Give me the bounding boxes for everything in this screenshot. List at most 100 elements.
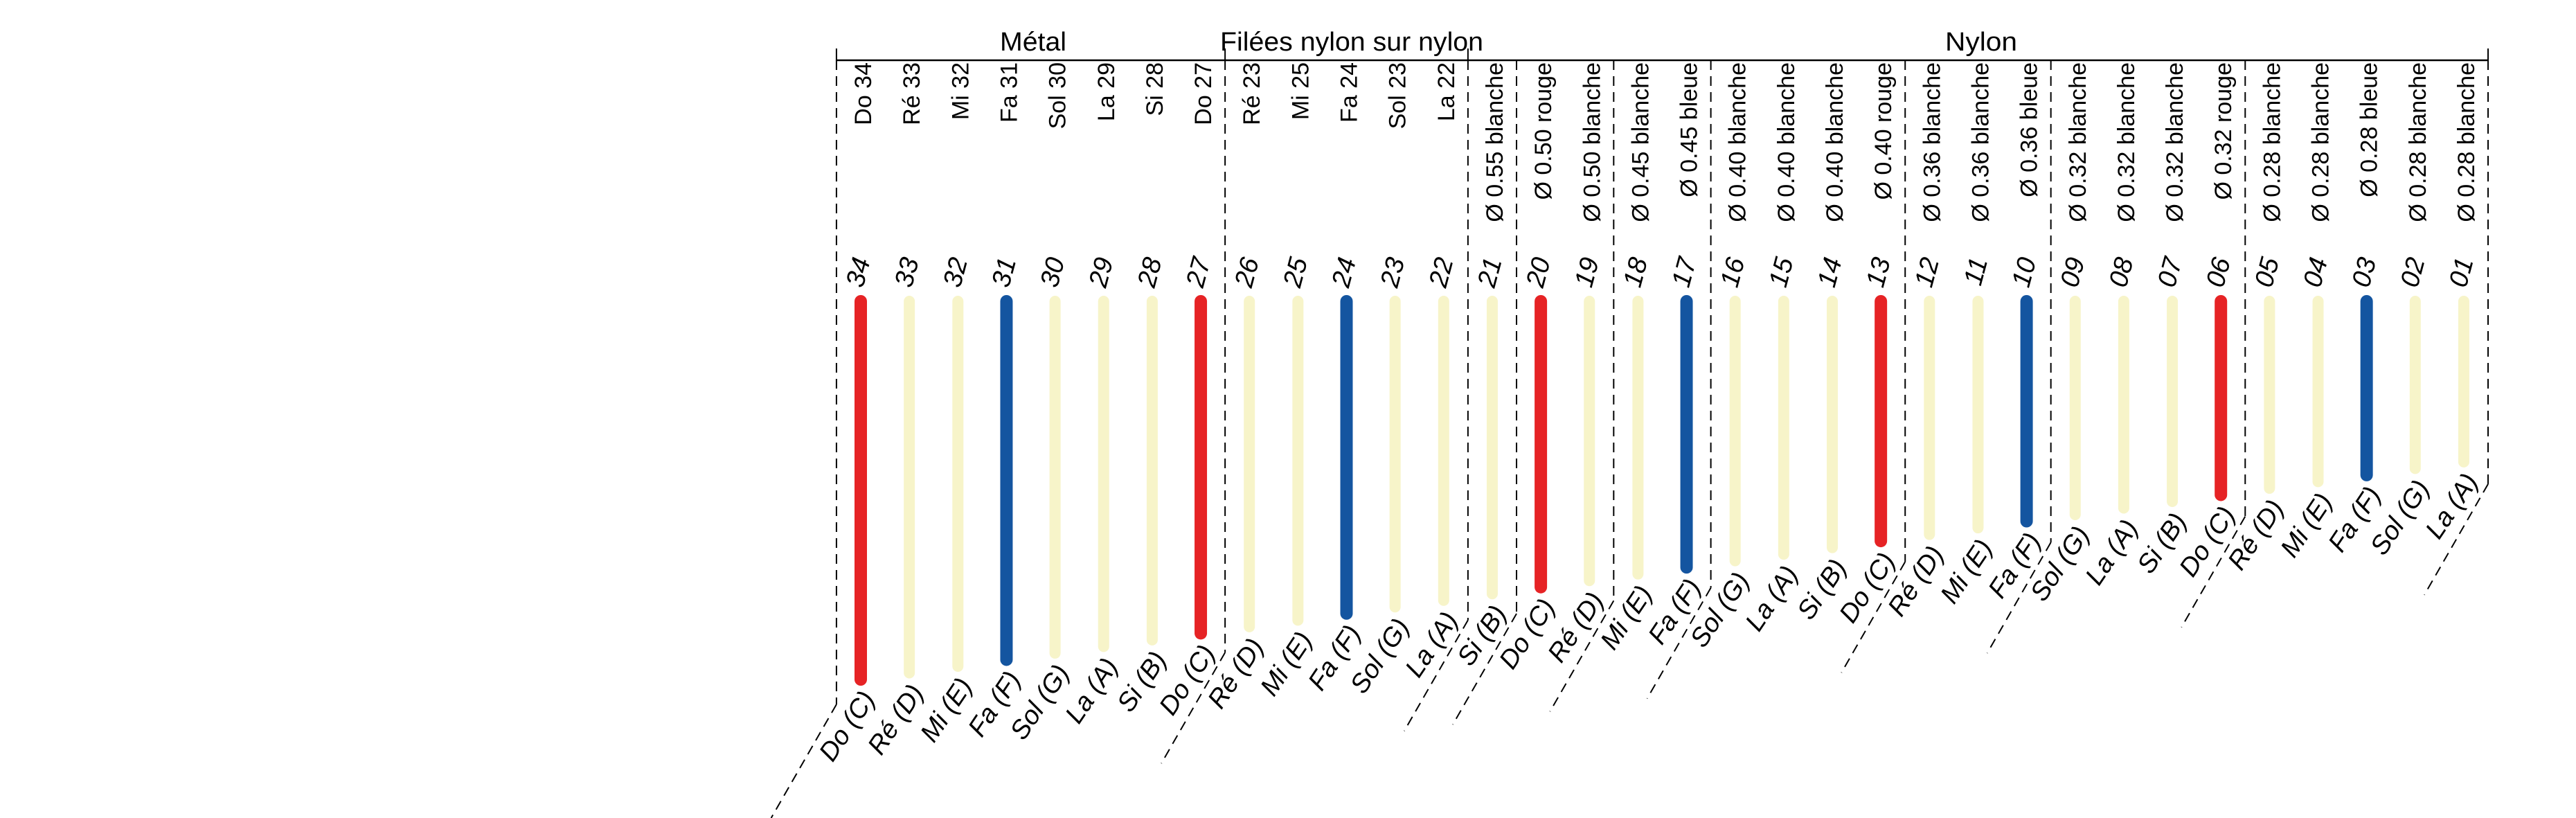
- note-label: Do (C): [1834, 548, 1901, 628]
- string-number-label: 30: [1035, 254, 1071, 290]
- string-spec-label: Ø 0.40 blanche: [1773, 62, 1800, 222]
- string-spec-label: Ø 0.28 blanche: [2259, 62, 2285, 222]
- note-label: Sol (G): [1685, 567, 1755, 652]
- string-number-label: 34: [841, 254, 877, 290]
- note-label: Do (C): [2174, 501, 2241, 582]
- string-number-label: 21: [1472, 254, 1508, 291]
- string-number-label: 12: [1909, 254, 1945, 290]
- group-divider-diagonal: [1841, 561, 1906, 673]
- string-number-label: 03: [2347, 254, 2383, 290]
- string-spec-label: Ø 0.36 blanche: [1919, 62, 1945, 222]
- note-label: Mi (E): [915, 673, 978, 747]
- note-label: Do (C): [1154, 640, 1221, 720]
- string-spec-label: Ø 0.36 blanche: [1967, 62, 1994, 222]
- group-divider-diagonal: [2181, 516, 2246, 628]
- string-22: La 22 22 La (A): [1400, 62, 1465, 683]
- string-number-label: 24: [1326, 254, 1362, 291]
- string-spec-label: Ø 0.55 blanche: [1482, 62, 1508, 222]
- note-label: Do (C): [1494, 594, 1561, 674]
- string-number-label: 15: [1764, 254, 1800, 291]
- group-divider-diagonal: [2424, 483, 2489, 596]
- note-label: Mi (E): [2275, 488, 2338, 562]
- string-spec-label: Ø 0.32 rouge: [2210, 62, 2237, 199]
- string-spec-label: Ø 0.28 blanche: [2453, 62, 2480, 222]
- string-32: Mi 32 32 Mi (E): [915, 62, 978, 747]
- group-divider-diagonal: [1404, 619, 1469, 731]
- string-number-label: 29: [1084, 254, 1120, 291]
- string-number-label: 06: [2201, 254, 2237, 291]
- string-spec-label: Ø 0.28 bleue: [2356, 62, 2383, 197]
- string-number-label: 31: [987, 254, 1023, 290]
- string-number-label: 17: [1667, 254, 1703, 291]
- note-label: Mi (E): [1935, 535, 1998, 609]
- string-number-label: 18: [1618, 254, 1654, 290]
- string-spec-label: Ø 0.32 blanche: [2113, 62, 2140, 222]
- group-divider-diagonal: [1646, 587, 1712, 700]
- note-label: La (A): [1400, 607, 1465, 682]
- string-number-label: 04: [2298, 254, 2334, 290]
- note-label: La (A): [1740, 561, 1805, 637]
- string-number-label: 32: [938, 254, 974, 290]
- string-spec-label: Mi 32: [947, 62, 974, 120]
- string-27: Do 27 27 Do (C): [1154, 62, 1221, 720]
- group-divider-diagonal: [1986, 542, 2052, 654]
- string-spec-label: Ø 0.40 blanche: [1822, 62, 1848, 222]
- string-number-label: 28: [1132, 254, 1168, 291]
- string-spec-label: Sol 23: [1385, 62, 1411, 129]
- string-spec-label: Ø 0.32 blanche: [2162, 62, 2188, 222]
- note-label: Sol (G): [1005, 659, 1075, 745]
- string-33: Ré 33 33 Ré (D): [862, 62, 929, 760]
- string-number-label: 27: [1181, 254, 1217, 291]
- string-number-label: 13: [1861, 254, 1897, 290]
- note-label: Ré (D): [2222, 495, 2289, 575]
- string-number-label: 19: [1569, 254, 1605, 290]
- string-number-label: 08: [2104, 254, 2140, 290]
- string-spec-label: Ø 0.40 rouge: [1870, 62, 1897, 199]
- string-number-label: 05: [2250, 254, 2286, 291]
- note-label: Ré (D): [1542, 587, 1609, 668]
- string-number-label: 26: [1229, 254, 1265, 292]
- string-29: La 29 29 La (A): [1060, 62, 1125, 729]
- string-spec-label: Do 34: [850, 62, 877, 125]
- string-spec-label: Fa 31: [996, 62, 1022, 123]
- note-label: Sol (G): [2025, 522, 2095, 607]
- string-number-label: 09: [2055, 254, 2091, 290]
- group-divider-diagonal: [1452, 613, 1517, 725]
- string-number-label: 01: [2444, 254, 2480, 290]
- note-label: Ré (D): [862, 679, 929, 760]
- string-spec-label: Ø 0.40 blanche: [1725, 62, 1751, 222]
- note-label: Sol (G): [1345, 614, 1415, 699]
- group-titles: Métal Filées nylon sur nylon Nylon: [1000, 28, 2017, 57]
- group-ticks: [835, 48, 2489, 61]
- string-number-label: 14: [1812, 254, 1848, 290]
- string-spec-label: Si 28: [1142, 62, 1168, 116]
- string-spec-label: Ø 0.28 blanche: [2405, 62, 2431, 222]
- group-title-nylon: Nylon: [1945, 28, 2017, 57]
- string-number-label: 07: [2152, 254, 2188, 291]
- group-title-filees: Filées nylon sur nylon: [1220, 28, 1483, 57]
- string-number-label: 10: [2007, 254, 2043, 290]
- string-number-label: 02: [2395, 254, 2431, 290]
- string-spec-label: Do 27: [1190, 62, 1217, 125]
- note-label: Sol (G): [2365, 475, 2435, 560]
- string-number-label: 20: [1521, 254, 1557, 291]
- string-25: Mi 25 25 Mi (E): [1255, 62, 1318, 701]
- group-separators: [770, 60, 2489, 818]
- string-30: Sol 30 30 Sol (G): [1005, 62, 1075, 745]
- string-23: Sol 23 23 Sol (G): [1345, 62, 1415, 699]
- string-spec-label: Ø 0.32 blanche: [2065, 62, 2091, 222]
- string-spec-label: Fa 24: [1336, 62, 1363, 123]
- string-spec-label: La 29: [1093, 62, 1120, 121]
- string-number-label: 33: [889, 254, 925, 290]
- group-divider-diagonal: [1549, 600, 1615, 712]
- string-spec-label: Ø 0.36 bleue: [2016, 62, 2043, 197]
- string-spec-label: Ø 0.28 blanche: [2308, 62, 2334, 222]
- string-spec-label: Ré 33: [899, 62, 925, 125]
